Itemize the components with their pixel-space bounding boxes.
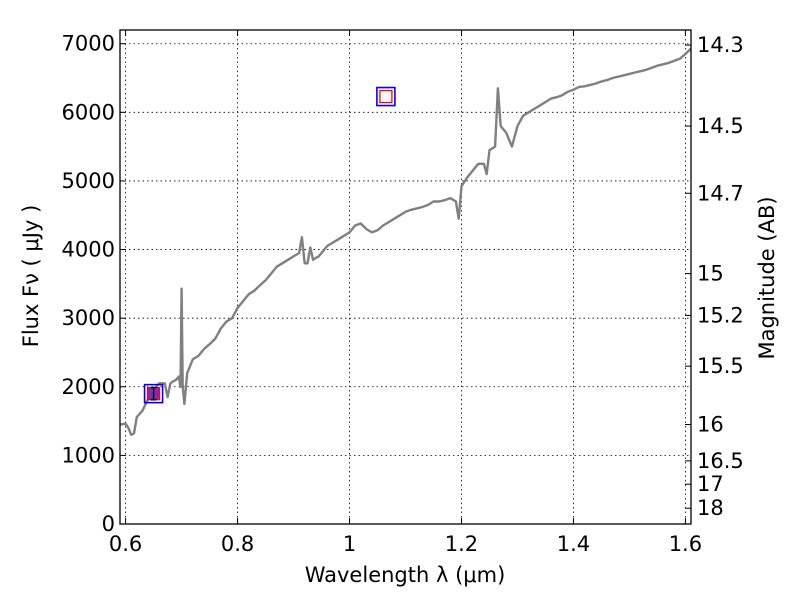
x-tick-label: 0.8 <box>221 532 254 556</box>
right-tick-label: 15.2 <box>697 303 744 327</box>
tick-labels: 0.6 0.8 1 1.2 1.4 1.6 0 1000 2000 3000 4000 5000 600… <box>62 32 744 556</box>
x-tick-label: 1 <box>343 532 356 556</box>
right-tick-label: 14.5 <box>697 114 744 138</box>
y-tick-label: 1000 <box>62 443 115 467</box>
right-tick-label: 16 <box>697 413 724 437</box>
marker-outer-square <box>376 86 396 107</box>
marker-outer-square <box>143 383 164 404</box>
y-tick-label: 2000 <box>62 375 115 399</box>
spectrum-line <box>119 47 692 436</box>
right-tick-label: 16.5 <box>697 449 744 473</box>
photometry-markers <box>143 86 396 404</box>
x-tick-label: 1.4 <box>557 532 590 556</box>
right-tick-label: 14.3 <box>697 33 744 57</box>
y-tick-label: 0 <box>102 512 115 536</box>
marker-inner-square <box>379 89 393 104</box>
photometry-point-1 <box>143 383 164 404</box>
x-tick-label: 1.6 <box>669 532 702 556</box>
series-layer <box>119 47 692 436</box>
y-tick-label: 3000 <box>62 306 115 330</box>
right-tick-label: 18 <box>697 496 724 520</box>
right-tick-label: 17 <box>697 472 724 496</box>
right-tick-label: 15.5 <box>697 354 744 378</box>
plot-frame <box>119 29 692 525</box>
y-tick-label: 5000 <box>62 169 115 193</box>
y-tick-label: 7000 <box>62 32 115 56</box>
x-tick-label: 0.6 <box>109 532 142 556</box>
photometry-point-2 <box>376 86 396 107</box>
y-axis-right-title: Magnitude (AB) <box>755 196 779 359</box>
axis-ticks <box>120 30 691 525</box>
right-tick-label: 14.7 <box>697 181 744 205</box>
x-tick-label: 1.2 <box>445 532 478 556</box>
y-axis-title: Flux Fν ( μJy ) <box>19 205 43 348</box>
y-tick-label: 4000 <box>62 238 115 262</box>
right-tick-label: 15 <box>697 262 724 286</box>
x-axis-title: Wavelength λ (μm) <box>305 563 506 587</box>
y-tick-label: 6000 <box>62 100 115 124</box>
